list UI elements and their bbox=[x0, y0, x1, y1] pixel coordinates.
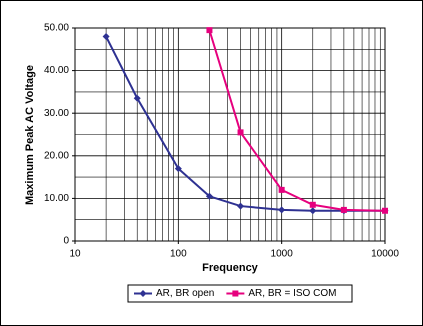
legend-label: AR, BR open bbox=[156, 288, 214, 299]
y-axis-title: Maximum Peak AC Voltage bbox=[24, 65, 36, 205]
marker bbox=[237, 129, 244, 136]
y-tick-label: 20.00 bbox=[44, 150, 69, 161]
legend-label: AR, BR = ISO COM bbox=[248, 288, 336, 299]
x-tick-label: 100 bbox=[170, 249, 187, 260]
marker bbox=[309, 201, 316, 208]
marker bbox=[340, 206, 347, 213]
marker bbox=[278, 206, 286, 214]
x-tick-label: 10 bbox=[69, 249, 81, 260]
marker bbox=[232, 290, 239, 297]
marker bbox=[139, 290, 147, 297]
y-tick-label: 30.00 bbox=[44, 108, 69, 119]
x-tick-label: 10000 bbox=[371, 249, 399, 260]
x-axis-title: Frequency bbox=[202, 262, 259, 274]
marker bbox=[205, 192, 213, 200]
y-tick-label: 0 bbox=[63, 236, 69, 247]
plot-area bbox=[74, 27, 386, 242]
marker bbox=[237, 202, 245, 210]
marker bbox=[102, 33, 110, 41]
series-line bbox=[208, 29, 386, 212]
legend: AR, BR open AR, BR = ISO COM bbox=[127, 284, 353, 303]
y-tick-label: 40.00 bbox=[44, 65, 69, 76]
marker bbox=[382, 207, 388, 214]
marker bbox=[278, 186, 285, 193]
y-tick-label: 10.00 bbox=[44, 193, 69, 204]
marker bbox=[133, 94, 141, 102]
marker bbox=[206, 27, 213, 34]
marker bbox=[309, 207, 317, 215]
y-tick-label: 50.00 bbox=[44, 23, 69, 34]
marker bbox=[174, 165, 182, 173]
x-tick-label: 1000 bbox=[271, 249, 294, 260]
